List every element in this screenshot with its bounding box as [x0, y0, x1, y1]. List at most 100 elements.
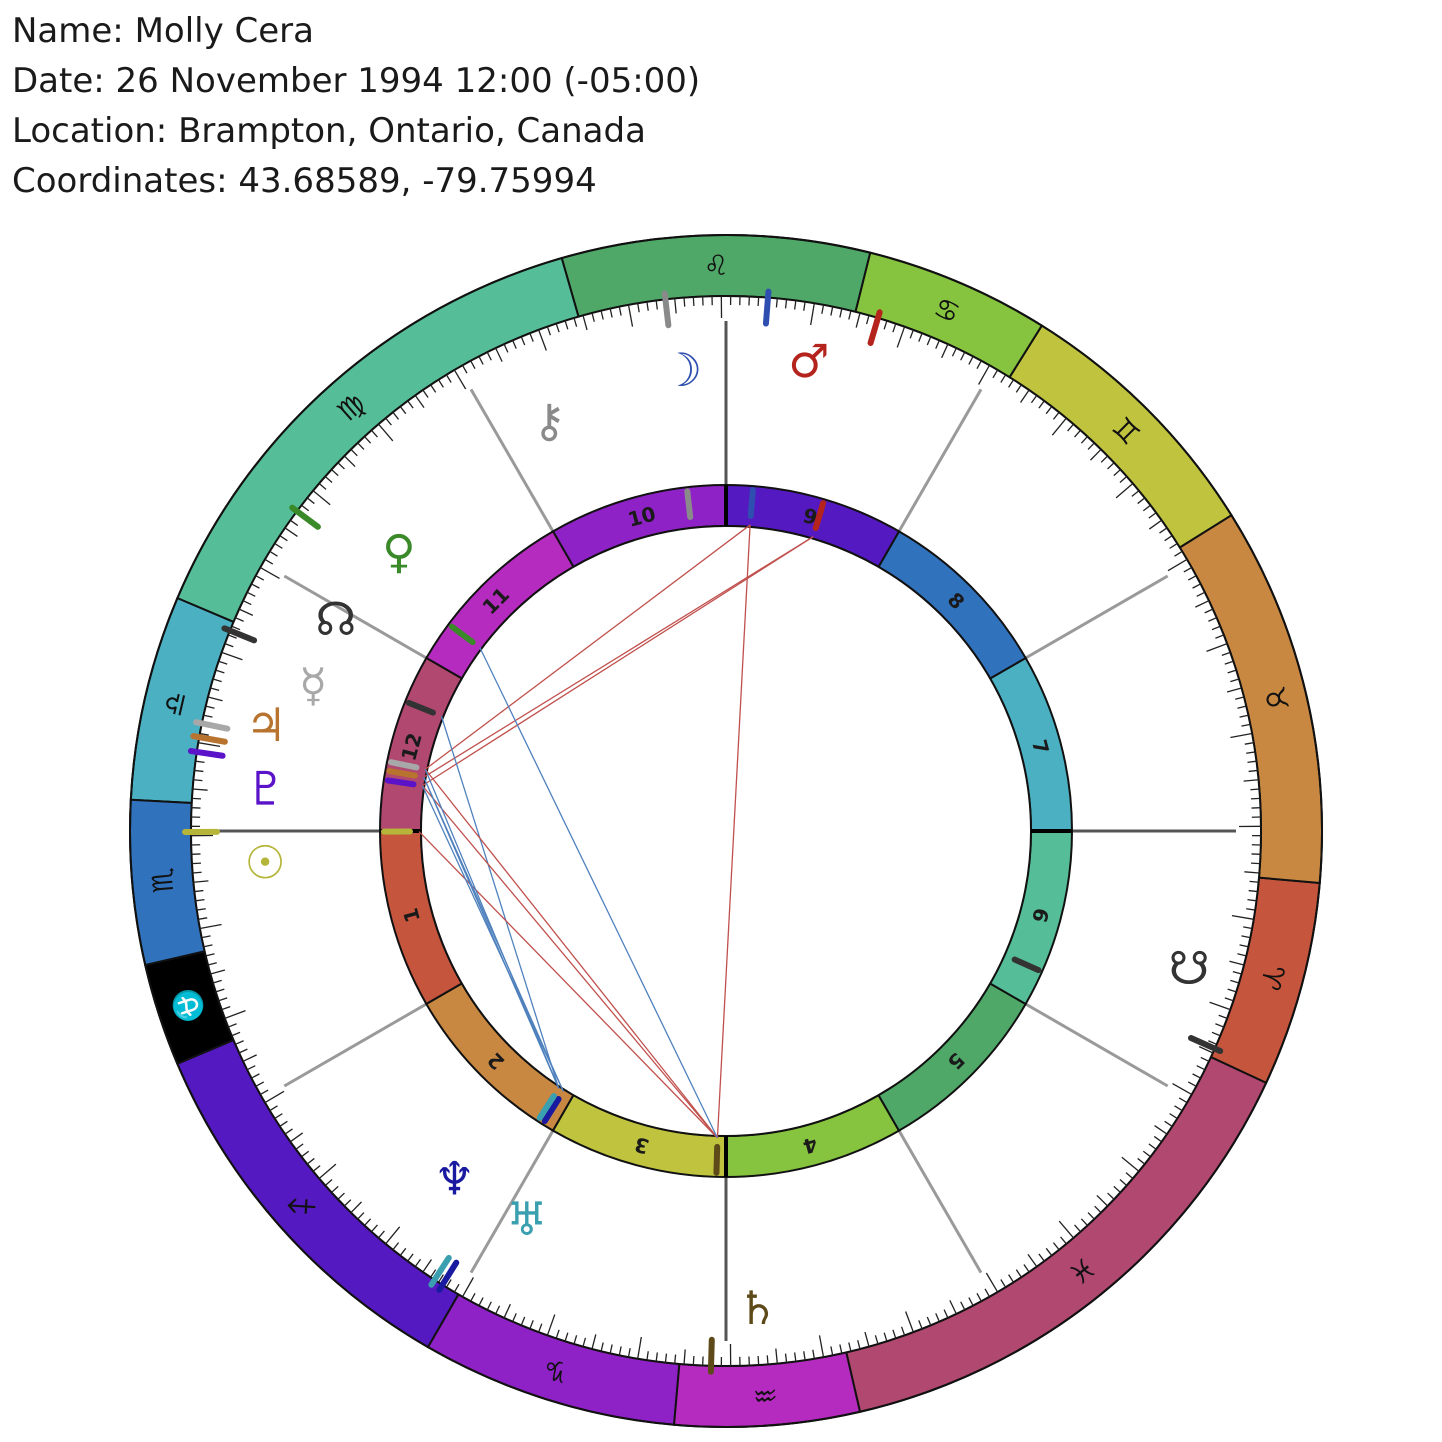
degree-tick — [246, 591, 256, 597]
degree-tick — [437, 379, 444, 388]
house-number: 7 — [1027, 737, 1054, 757]
degree-tick — [210, 687, 220, 692]
degree-tick — [1115, 483, 1134, 499]
degree-tick — [1227, 988, 1237, 993]
degree-tick — [784, 299, 788, 309]
degree-tick — [1030, 395, 1038, 404]
degree-tick — [883, 320, 888, 330]
degree-tick — [1248, 769, 1258, 773]
degree-tick — [1209, 1001, 1231, 1011]
degree-tick — [1237, 705, 1247, 709]
degree-tick — [221, 1005, 231, 1011]
degree-tick — [191, 797, 202, 800]
degree-tick — [196, 908, 206, 911]
degree-tick — [855, 312, 861, 328]
degree-tick — [264, 558, 274, 565]
degree-tick — [555, 323, 560, 333]
degree-tick — [674, 298, 677, 314]
degree-tick — [1229, 960, 1245, 966]
degree-tick — [784, 1353, 788, 1363]
degree-tick — [674, 1354, 677, 1364]
degree-tick — [1183, 566, 1192, 573]
degree-tick — [199, 923, 222, 930]
degree-tick — [1125, 1172, 1134, 1179]
zodiac-ring: ♈♉♊♋♌♍♎♏⛎♐♑♒♓ — [129, 234, 1323, 1428]
degree-tick — [848, 1342, 852, 1352]
aspect-line — [716, 524, 751, 1138]
aquarius-sign-glyph: ♒ — [752, 1378, 779, 1413]
degree-tick — [1215, 1023, 1225, 1028]
degree-tick — [1211, 625, 1221, 631]
degree-tick — [1052, 1242, 1060, 1251]
chiron-inner-marker — [684, 488, 694, 521]
degree-tick — [618, 306, 622, 316]
degree-tick — [1187, 1081, 1197, 1087]
degree-tick — [1227, 669, 1237, 674]
degree-tick — [883, 1332, 888, 1342]
north-node-icon: ☊ — [315, 592, 356, 646]
degree-tick — [1174, 1105, 1183, 1112]
degree-tick — [260, 1089, 269, 1096]
degree-tick — [290, 519, 299, 527]
degree-tick — [207, 962, 217, 966]
degree-tick — [269, 1105, 278, 1112]
degree-tick — [1027, 1253, 1038, 1267]
degree-tick — [1246, 751, 1256, 754]
degree-tick — [943, 1309, 949, 1319]
degree-tick — [337, 1192, 345, 1200]
degree-tick — [306, 497, 315, 505]
degree-tick — [529, 1320, 534, 1330]
degree-tick — [1008, 1274, 1015, 1283]
degree-tick — [627, 304, 634, 327]
degree-tick — [1247, 760, 1257, 763]
aspect-line — [479, 647, 719, 1139]
aspect-line — [422, 536, 814, 787]
moon-outer-marker — [762, 288, 772, 327]
scorpio-sign-glyph: ♏ — [145, 866, 180, 894]
leo-sign-glyph: ♌ — [703, 249, 729, 282]
degree-tick — [874, 1335, 879, 1345]
degree-tick — [892, 323, 897, 333]
degree-tick — [198, 742, 221, 747]
degree-tick — [430, 384, 437, 393]
mars-icon: ♂ — [788, 334, 829, 388]
degree-tick — [343, 1199, 352, 1207]
degree-tick — [318, 483, 327, 490]
degree-tick — [495, 1305, 501, 1315]
degree-tick — [306, 1157, 315, 1165]
degree-tick — [1215, 634, 1225, 639]
degree-tick — [255, 575, 265, 581]
jupiter-icon: ♃ — [245, 698, 286, 752]
degree-tick — [1074, 429, 1081, 438]
degree-tick — [821, 304, 825, 314]
degree-tick — [984, 1288, 991, 1297]
degree-tick — [191, 862, 202, 865]
aspect-line — [440, 715, 560, 1089]
south-node-outer-marker — [1187, 1035, 1224, 1055]
degree-tick — [224, 643, 234, 648]
degree-tick — [1137, 1157, 1146, 1165]
degree-tick — [810, 303, 815, 326]
chiron-outer-marker — [661, 290, 672, 329]
degree-tick — [312, 490, 331, 506]
degree-tick — [555, 1329, 560, 1339]
degree-tick — [976, 1292, 982, 1302]
degree-tick — [215, 669, 225, 674]
degree-tick — [461, 1277, 474, 1297]
degree-tick — [1198, 1046, 1214, 1054]
degree-tick — [573, 1335, 578, 1345]
degree-tick — [818, 1335, 825, 1358]
degree-tick — [205, 705, 215, 709]
degree-tick — [757, 1355, 760, 1366]
degree-tick — [290, 1132, 304, 1143]
uranus-outer-marker — [428, 1254, 452, 1288]
degree-tick — [251, 583, 260, 589]
degree-tick — [582, 1337, 587, 1347]
degree-tick — [295, 1143, 304, 1150]
degree-tick — [392, 411, 400, 420]
degree-tick — [301, 1150, 310, 1158]
degree-tick — [461, 365, 468, 374]
degree-tick — [757, 296, 760, 307]
degree-tick — [422, 1259, 433, 1273]
